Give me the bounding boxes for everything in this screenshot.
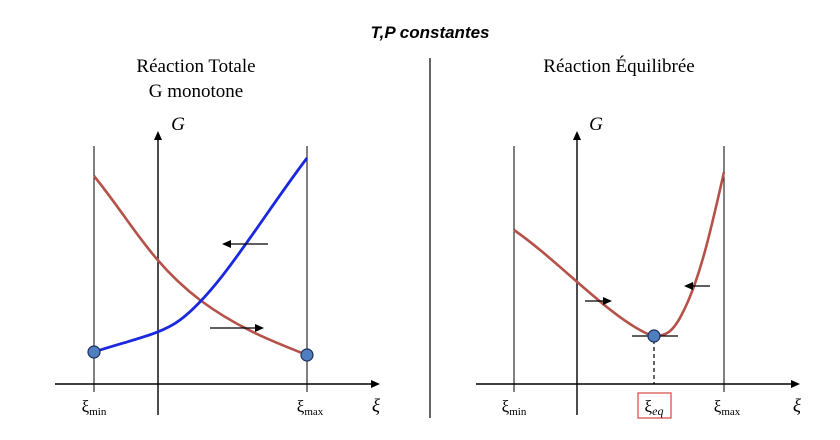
right-x-axis-label: ξ	[793, 396, 802, 417]
right-x-axis-arrowhead	[791, 380, 800, 388]
figure-title: T,P constantes	[370, 23, 489, 42]
right-panel-title: Réaction Équilibrée	[543, 55, 694, 77]
left-arrow-towards-max-head	[255, 324, 264, 332]
right-tick-xi-eq: ξeq	[645, 397, 664, 418]
right-arrow-towards-eq-left-head	[603, 297, 612, 305]
equilibrium-point	[647, 329, 661, 343]
left-point-max	[300, 348, 314, 362]
right-y-axis-label: G	[589, 114, 603, 135]
right-y-axis-arrowhead	[573, 131, 581, 140]
left-point-min	[87, 345, 101, 359]
xi-eq-highlight-box	[637, 392, 672, 419]
right-tick-xi-min: ξmin	[502, 397, 527, 418]
left-y-axis-label: G	[171, 114, 185, 135]
left-tick-xi-max: ξmax	[297, 397, 324, 418]
left-panel-title-line2: G monotone	[149, 81, 243, 102]
left-panel: Réaction Totale G monotone G ξ ξmin ξmax	[55, 56, 381, 418]
right-arrow-towards-eq-right-head	[684, 282, 693, 290]
left-tick-xi-min: ξmin	[82, 397, 107, 418]
left-y-axis-arrowhead	[154, 131, 162, 140]
right-red-curve	[513, 171, 726, 337]
left-x-axis-arrowhead	[371, 380, 380, 388]
left-blue-curve	[93, 157, 309, 354]
right-panel: Réaction Équilibrée G ξ ξmin ξmax ξeq	[476, 55, 802, 419]
right-tick-xi-max: ξmax	[714, 397, 741, 418]
left-arrow-towards-min-head	[222, 240, 231, 248]
left-x-axis-label: ξ	[372, 396, 381, 417]
left-panel-title-line1: Réaction Totale	[136, 56, 255, 77]
